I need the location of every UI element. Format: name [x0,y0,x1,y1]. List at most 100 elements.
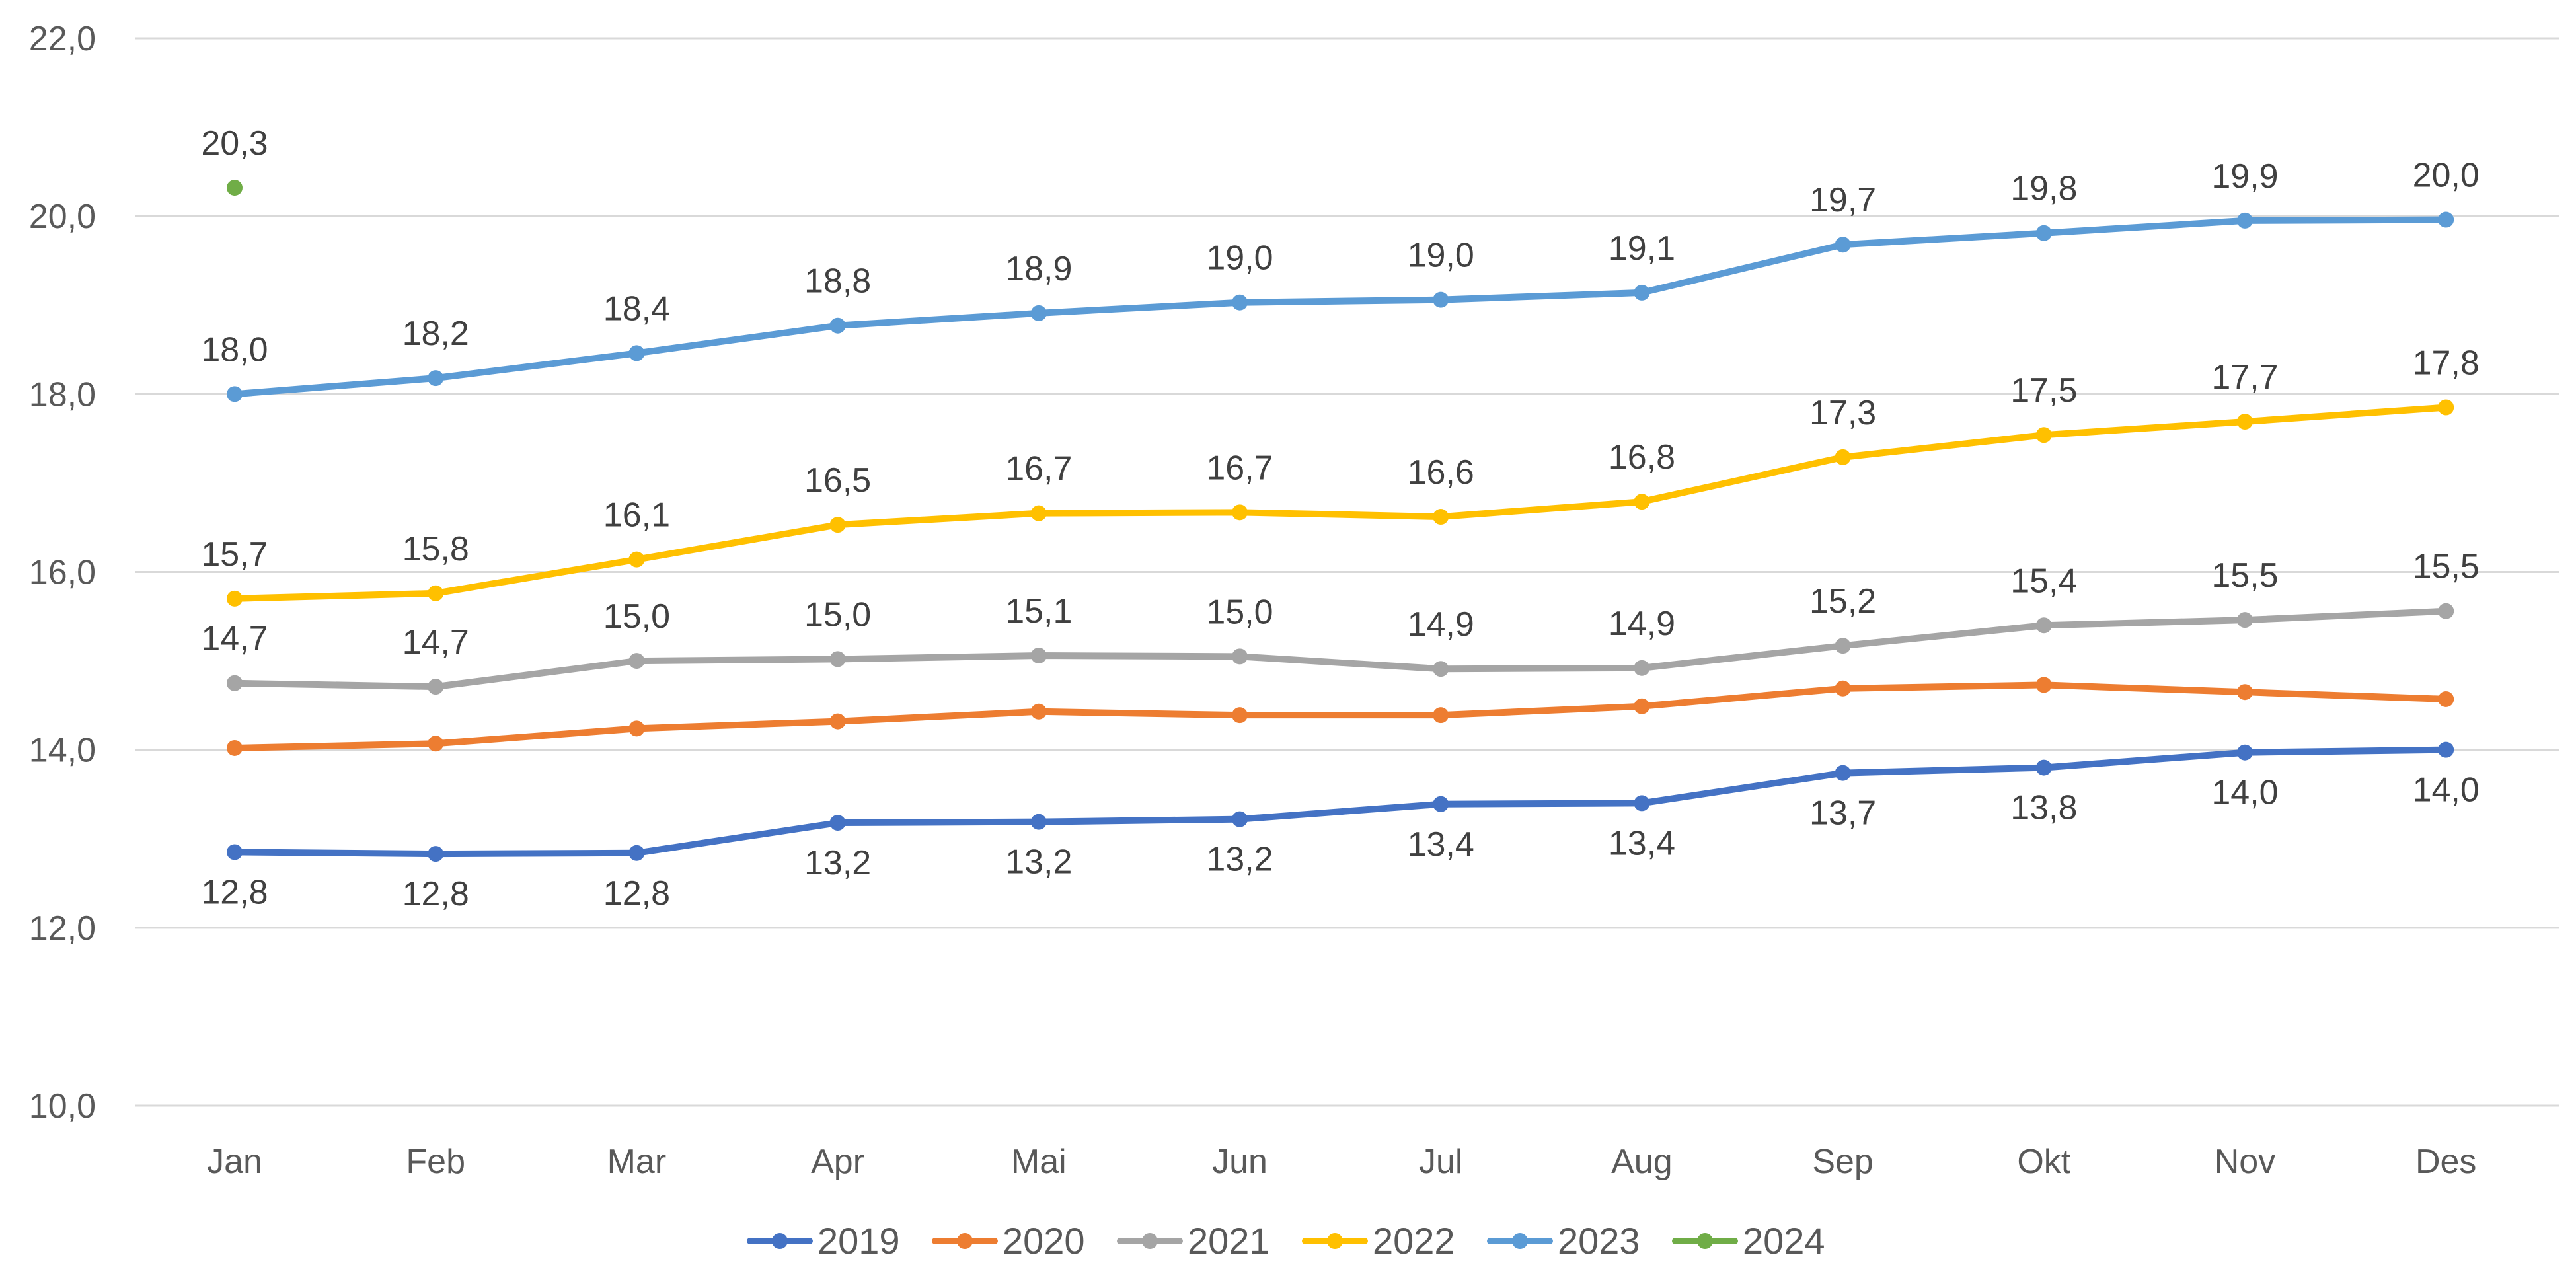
x-tick-label: Jun [1212,1143,1268,1181]
data-label-2023: 19,1 [1609,229,1675,268]
legend-label: 2020 [1003,1220,1085,1262]
data-point-2022 [2035,427,2052,443]
data-point-2020 [1835,680,1851,697]
data-label-2023: 19,7 [1809,181,1876,219]
data-label-2021: 14,7 [201,620,268,658]
legend-label: 2022 [1373,1220,1455,1262]
data-point-2021 [2035,617,2052,634]
x-tick-label: Feb [406,1143,465,1181]
data-point-2019 [428,846,444,862]
data-point-2023 [2438,211,2454,228]
x-tick-label: Mai [1011,1143,1067,1181]
data-label-2021: 15,4 [2010,562,2077,600]
legend-item-2022: 2022 [1302,1220,1455,1262]
data-point-2020 [1030,703,1047,720]
data-label-2023: 19,0 [1408,237,1474,275]
data-label-2021: 15,0 [1206,593,1273,631]
data-label-2024: 20,3 [201,124,268,163]
gridlines [135,37,2559,1107]
legend-marker [1697,1233,1713,1249]
data-point-2021 [1232,648,1248,665]
data-point-2019 [1634,795,1650,812]
data-point-2019 [2438,741,2454,758]
data-point-2021 [1030,648,1047,664]
legend-item-2024: 2024 [1672,1220,1825,1262]
data-point-2019 [1433,796,1449,812]
data-label-2022: 16,5 [804,461,871,500]
x-tick-label: Aug [1611,1143,1673,1181]
data-label-2022: 15,7 [201,535,268,574]
legend-label: 2024 [1743,1220,1825,1262]
data-point-2020 [2438,691,2454,707]
data-point-2023 [628,345,645,361]
data-label-2022: 16,6 [1408,453,1474,492]
data-point-2021 [227,675,243,691]
series-line-2021 [231,607,2450,691]
data-point-2023 [1634,284,1650,301]
data-point-2020 [1634,698,1650,714]
data-point-2021 [628,653,645,669]
data-point-2022 [1232,504,1248,521]
legend-marker [957,1233,973,1249]
y-tick-label: 14,0 [29,732,96,770]
data-point-2019 [227,844,243,860]
data-point-2020 [1433,707,1449,724]
data-label-2019: 13,4 [1609,824,1675,862]
data-point-2019 [829,815,846,831]
data-label-2022: 16,7 [1206,449,1273,487]
data-point-2021 [1634,660,1650,676]
series-line-2022 [231,404,2450,602]
data-point-2022 [829,517,846,533]
data-point-2022 [428,585,444,601]
data-point-2023 [829,317,846,334]
legend-marker [1512,1233,1528,1249]
legend-marker [772,1233,788,1249]
data-label-2023: 19,0 [1206,239,1273,278]
data-point-2020 [428,736,444,752]
y-tick-label: 12,0 [29,909,96,948]
data-point-2022 [628,551,645,568]
series-line-2019 [231,746,2450,858]
legend-item-2020: 2020 [932,1220,1085,1262]
series-line-2023 [231,216,2450,398]
data-point-2019 [2035,759,2052,776]
x-tick-label: Sep [1812,1143,1874,1181]
data-label-2022: 15,8 [402,530,469,568]
data-point-2023 [1835,237,1851,253]
x-axis-ticks: Jan Feb Mar Apr Mai Jun Jul Aug Sep Okt Nov Des [207,1143,2476,1181]
data-point-2023 [2035,225,2052,241]
data-point-2023 [2237,212,2253,229]
legend-label: 2021 [1188,1220,1270,1262]
data-point-2022 [2237,414,2253,430]
data-point-2022 [1433,509,1449,525]
data-point-2019 [1232,811,1248,827]
data-label-2022: 17,7 [2211,358,2278,397]
data-point-2020 [628,720,645,737]
data-point-2020 [1232,707,1248,724]
data-label-2023: 19,9 [2211,157,2278,196]
data-label-2021: 15,1 [1005,592,1072,630]
data-point-2022 [227,590,243,607]
data-point-2021 [829,651,846,667]
data-point-2023 [1433,291,1449,308]
x-tick-label: Des [2415,1143,2476,1181]
data-label-2022: 16,1 [603,496,670,535]
data-point-2021 [2438,603,2454,619]
legend-marker [1142,1233,1158,1249]
data-label-2023: 18,0 [201,330,268,369]
x-tick-label: Apr [811,1143,864,1181]
data-label-2023: 18,8 [804,262,871,301]
data-point-2022 [1634,494,1650,510]
data-point-2021 [428,679,444,695]
data-label-2019: 13,4 [1408,825,1474,864]
data-label-2021: 15,0 [603,597,670,636]
data-point-2024 [227,180,243,196]
legend-label: 2019 [817,1220,900,1262]
data-label-2019: 12,8 [201,873,268,911]
data-label-2023: 18,2 [402,315,469,353]
x-tick-label: Jul [1419,1143,1462,1181]
data-label-2019: 13,8 [2010,789,2077,827]
data-label-2021: 14,9 [1408,605,1474,644]
